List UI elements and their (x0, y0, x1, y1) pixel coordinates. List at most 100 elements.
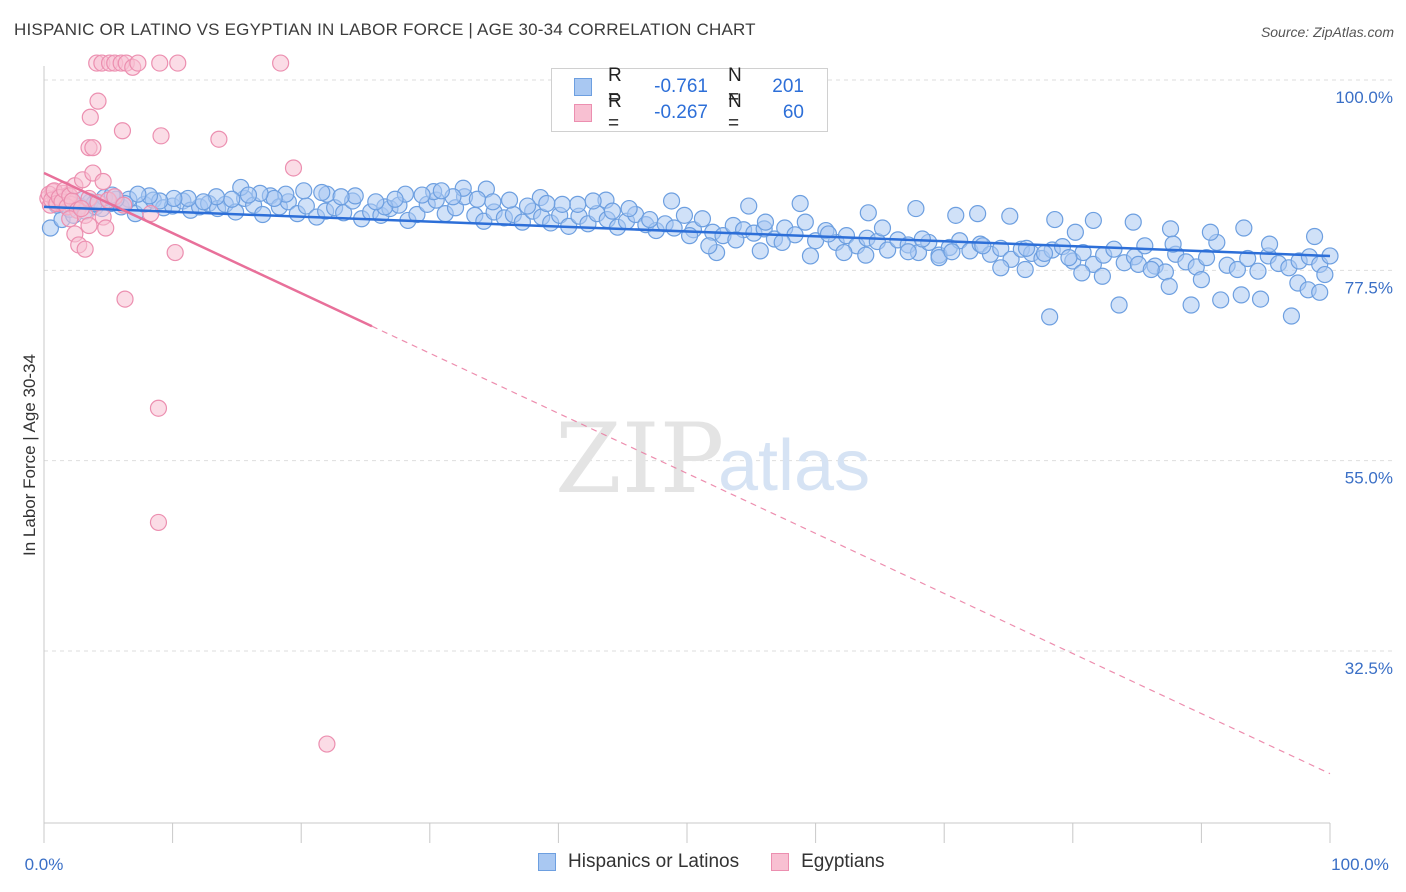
axis-labels: 32.5% 55.0% 77.5% 100.0% 0.0% 100.0% In Labor … (20, 88, 1393, 874)
data-point-hispanics (969, 205, 987, 223)
data-point-egyptians (149, 513, 168, 532)
correlation-legend: R = -0.761 N = 201 R = -0.267 N = 60 (551, 65, 828, 134)
data-point-hispanics (1084, 211, 1102, 230)
data-point-egyptians (81, 108, 99, 126)
data-point-hispanics (801, 247, 820, 265)
data-point-hispanics (386, 190, 404, 208)
data-point-hispanics (675, 206, 694, 224)
data-point-hispanics (603, 202, 622, 220)
legend-n-value: 201 (772, 76, 804, 97)
data-point-hispanics (41, 219, 60, 237)
data-point-hispanics (1066, 223, 1084, 241)
data-point-egyptians (149, 399, 168, 417)
data-point-hispanics (432, 182, 450, 200)
data-point-hispanics (907, 199, 925, 218)
data-point-egyptians (76, 240, 94, 258)
data-point-hispanics (727, 231, 745, 249)
data-point-hispanics (129, 185, 147, 203)
data-point-hispanics (313, 183, 331, 202)
data-point-egyptians (318, 735, 336, 753)
data-point-hispanics (680, 227, 699, 245)
data-point-hispanics (796, 213, 814, 231)
data-point-hispanics (1046, 210, 1064, 229)
legend-n-label: N = (728, 65, 742, 108)
data-point-egyptians (84, 139, 102, 157)
watermark-zip: ZIP (555, 403, 724, 515)
data-point-hispanics (1212, 291, 1230, 309)
data-point-hispanics (1110, 296, 1128, 314)
y-tick-label: 32.5% (1345, 659, 1393, 678)
trend-line-egyptians-extension (371, 325, 1331, 775)
data-point-hispanics (662, 192, 681, 210)
data-point-hispanics (1161, 220, 1180, 238)
legend-r-value: -0.267 (654, 102, 708, 123)
data-point-hispanics (943, 243, 961, 261)
legend-n-value: 60 (782, 102, 804, 123)
data-point-hispanics (899, 243, 917, 261)
series-legend: Hispanics or Latinos Egyptians (538, 851, 917, 873)
data-point-egyptians (272, 54, 290, 72)
data-point-hispanics (1311, 283, 1329, 301)
legend-r-value: -0.761 (654, 76, 708, 97)
data-point-hispanics (1316, 265, 1334, 284)
data-point-hispanics (500, 191, 519, 209)
data-point-hispanics (1156, 263, 1174, 281)
legend-row-hispanics: R = -0.761 N = 201 (574, 65, 804, 108)
legend-r-label: R = (608, 65, 622, 108)
data-point-hispanics (553, 195, 571, 213)
data-point-hispanics (468, 190, 486, 208)
data-point-hispanics (1192, 271, 1211, 289)
data-point-hispanics (1160, 277, 1178, 296)
data-point-hispanics (1041, 308, 1059, 326)
data-point-hispanics (1136, 237, 1154, 255)
data-point-hispanics (239, 186, 258, 204)
data-point-hispanics (620, 199, 638, 218)
legend-label-egyptians: Egyptians (801, 851, 885, 872)
data-point-egyptians (169, 54, 187, 72)
legend-row-egyptians: R = -0.267 N = 60 (574, 91, 804, 134)
trend-line-egyptians (43, 171, 373, 328)
data-point-hispanics (773, 233, 791, 252)
data-point-hispanics (413, 186, 431, 204)
data-point-hispanics (1142, 260, 1160, 279)
data-point-hispanics (408, 205, 426, 224)
data-point-hispanics (857, 246, 875, 264)
series-egyptians-points (39, 54, 336, 753)
data-point-hispanics (1060, 249, 1078, 267)
data-point-hispanics (1017, 239, 1036, 257)
chart-source: Source: ZipAtlas.com (1260, 24, 1394, 40)
legend-n-label: N = (728, 91, 742, 134)
data-point-egyptians (116, 290, 134, 308)
data-point-hispanics (1093, 267, 1111, 285)
data-point-hispanics (1001, 207, 1019, 225)
data-point-hispanics (1124, 213, 1142, 231)
data-point-hispanics (165, 189, 183, 208)
data-point-hispanics (1105, 240, 1123, 258)
data-point-egyptians (210, 130, 228, 148)
x-tick-label: 100.0% (1331, 855, 1389, 874)
data-point-egyptians (166, 243, 184, 262)
data-point-hispanics (1249, 262, 1267, 280)
data-point-hispanics (367, 193, 385, 211)
data-point-hispanics (835, 243, 853, 262)
data-point-hispanics (1228, 260, 1247, 279)
data-point-hispanics (1232, 286, 1250, 304)
data-point-hispanics (1235, 219, 1253, 237)
x-tick-label: 0.0% (25, 855, 64, 874)
legend-swatch-hispanics (538, 853, 556, 871)
data-point-egyptians (113, 122, 132, 140)
grid-lines (44, 79, 1394, 652)
data-point-egyptians (89, 92, 107, 110)
data-point-hispanics (1239, 249, 1257, 268)
data-point-hispanics (751, 242, 769, 260)
data-point-hispanics (584, 192, 602, 210)
data-point-hispanics (332, 188, 350, 206)
series-hispanics-points (41, 178, 1339, 326)
data-point-hispanics (974, 237, 992, 255)
chart-title: HISPANIC OR LATINO VS EGYPTIAN IN LABOR … (14, 20, 756, 39)
legend-item-egyptians: Egyptians (771, 851, 885, 873)
data-point-hispanics (873, 219, 892, 237)
watermark: ZIP atlas (555, 403, 870, 515)
data-point-egyptians (151, 54, 169, 72)
